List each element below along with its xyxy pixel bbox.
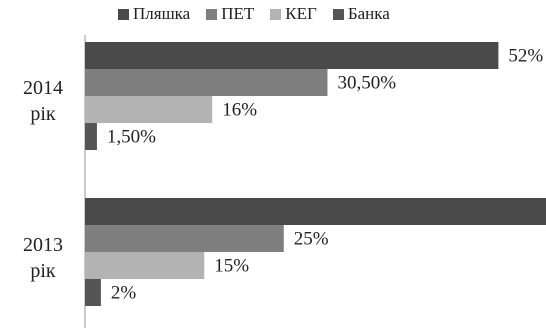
legend-item-can: Банка [332, 4, 390, 24]
legend-swatch-keg [270, 8, 282, 20]
value-label-2014-keg: 16% [222, 100, 257, 121]
bar-2014-can [85, 123, 97, 150]
category-label-2013: 2013 рік [8, 232, 78, 284]
legend-item-pet: ПЕТ [206, 4, 254, 24]
bar-2013-pet [85, 225, 284, 252]
legend-label-can: Банка [347, 4, 390, 23]
legend-swatch-can [332, 8, 344, 20]
bar-2013-can [85, 279, 101, 306]
category-label-2014-year: 2014 [23, 77, 63, 99]
bar-2014-pet [85, 69, 328, 96]
bar-2014-bottle [85, 42, 499, 69]
legend: Пляшка ПЕТ КЕГ Банка [118, 4, 390, 24]
value-label-2013-keg: 15% [214, 256, 249, 277]
value-label-2013-can: 2% [111, 283, 136, 304]
bars-group: 52%30,50%16%1,50%58%25%15%2% [85, 42, 546, 306]
value-label-2014-can: 1,50% [107, 127, 156, 148]
bar-2013-bottle [85, 198, 546, 225]
legend-label-keg: КЕГ [285, 4, 317, 23]
legend-label-pet: ПЕТ [221, 4, 255, 23]
legend-label-bottle: Пляшка [133, 4, 191, 23]
value-label-2014-bottle: 52% [508, 46, 543, 67]
category-label-2013-year: 2013 [23, 234, 63, 256]
category-label-2014-suffix: рік [30, 103, 56, 125]
category-label-2014: 2014 рік [8, 75, 78, 127]
legend-swatch-bottle [118, 8, 129, 20]
category-label-2013-suffix: рік [30, 260, 56, 282]
legend-item-bottle: Пляшка [118, 4, 190, 24]
bar-2013-keg [85, 252, 205, 279]
legend-item-keg: КЕГ [270, 4, 317, 24]
bar-2014-keg [85, 96, 213, 123]
legend-swatch-pet [206, 8, 218, 20]
value-label-2013-pet: 25% [294, 229, 329, 250]
value-label-2014-pet: 30,50% [337, 73, 396, 94]
